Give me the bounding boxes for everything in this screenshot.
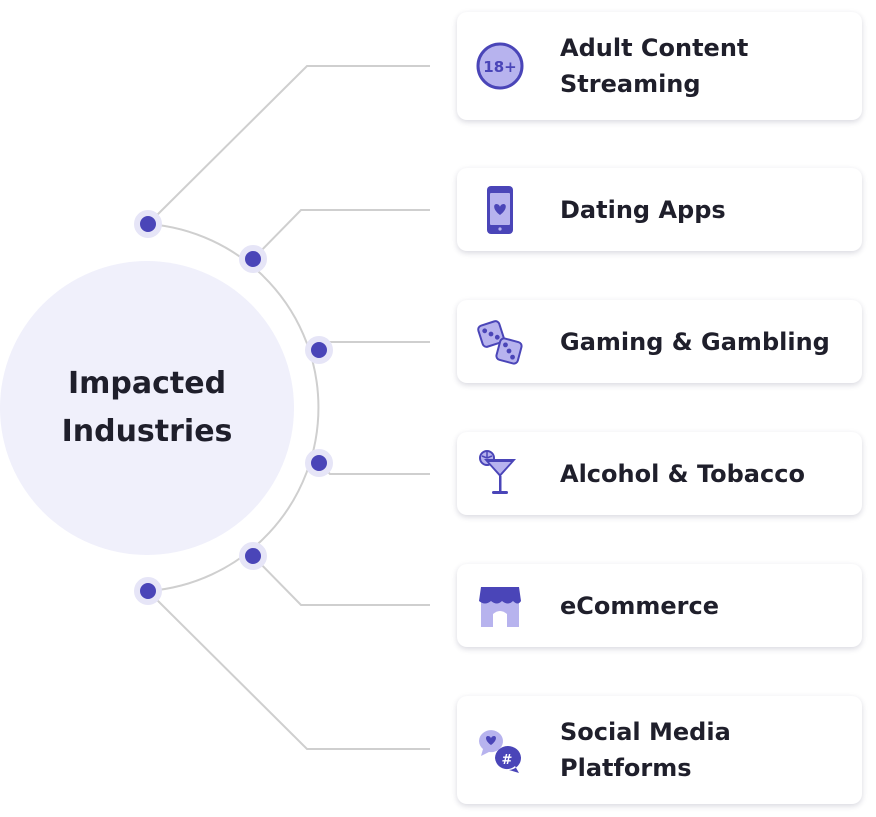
industry-label: Alcohol & Tobacco — [560, 459, 805, 488]
industry-card-adult-content: 18+ Adult Content Streaming — [457, 12, 862, 120]
industry-card-alcohol-tobacco: Alcohol & Tobacco — [457, 432, 862, 515]
industry-label: Gaming & Gambling — [560, 327, 830, 356]
connector-line-6 — [147, 590, 430, 750]
connector-node-1 — [134, 210, 162, 238]
connector-node-3 — [305, 336, 333, 364]
chat-bubbles-icon: # — [475, 725, 525, 775]
industry-label: eCommerce — [560, 591, 720, 620]
connector-node-6 — [134, 577, 162, 605]
cocktail-icon — [475, 449, 525, 499]
industry-label: Social Media Platforms — [560, 718, 731, 782]
hub-circle: Impacted Industries — [0, 261, 294, 555]
age-18-plus-icon: 18+ — [475, 41, 525, 91]
connector-line-5 — [252, 555, 430, 606]
phone-heart-icon — [475, 185, 525, 235]
arc-connector — [147, 223, 320, 592]
connector-line-1 — [147, 65, 430, 225]
svg-text:18+: 18+ — [483, 58, 516, 76]
connector-node-5 — [239, 542, 267, 570]
connector-node-2 — [239, 245, 267, 273]
industry-card-gaming-gambling: Gaming & Gambling — [457, 300, 862, 383]
dice-icon — [475, 317, 525, 367]
connector-line-2 — [252, 209, 430, 260]
industry-label: Dating Apps — [560, 195, 726, 224]
svg-text:#: # — [502, 753, 513, 768]
industry-label: Adult Content Streaming — [560, 34, 749, 98]
industry-card-social-media: # Social Media Platforms — [457, 696, 862, 804]
industry-card-ecommerce: eCommerce — [457, 564, 862, 647]
connector-node-4 — [305, 449, 333, 477]
hub-title: Impacted Industries — [61, 366, 233, 449]
storefront-icon — [475, 581, 525, 631]
industry-card-dating-apps: Dating Apps — [457, 168, 862, 251]
